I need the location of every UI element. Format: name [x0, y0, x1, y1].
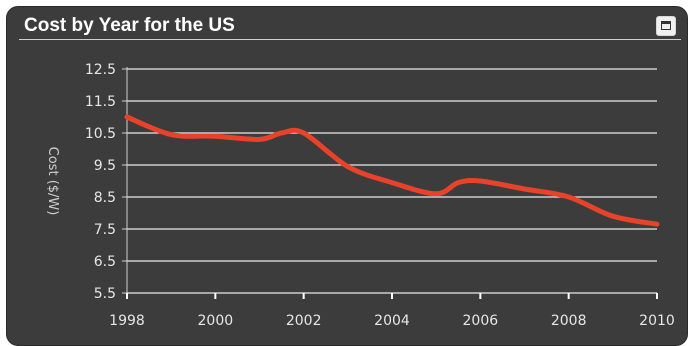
x-tick-label-3: 2004 — [374, 313, 410, 329]
y-tick-label-5: 10.5 — [85, 126, 116, 142]
y-axis-title: Cost ($/W) — [45, 147, 60, 216]
x-tick-label-1: 2000 — [198, 313, 234, 329]
y-tick-label-6: 11.5 — [85, 94, 116, 110]
x-tick-label-6: 2010 — [639, 313, 675, 329]
y-tick-label-2: 7.5 — [94, 222, 116, 238]
cost-line-chart: 5.5 6.5 7.5 8.5 9.5 10.5 11.5 12.5 1998 2000 2002 2… — [0, 0, 689, 334]
x-tick-label-5: 2008 — [551, 313, 587, 329]
y-tick-label-4: 9.5 — [94, 158, 116, 174]
x-tick-label-0: 1998 — [109, 313, 145, 329]
x-tick-label-4: 2006 — [463, 313, 499, 329]
y-tick-label-7: 12.5 — [85, 62, 116, 78]
tick-labels: 5.5 6.5 7.5 8.5 9.5 10.5 11.5 12.5 1998 2000 2002 2… — [85, 62, 675, 329]
y-tick-label-3: 8.5 — [94, 190, 116, 206]
x-tick-label-2: 2002 — [286, 313, 322, 329]
y-tick-label-1: 6.5 — [94, 254, 116, 270]
y-tick-label-0: 5.5 — [94, 286, 116, 302]
